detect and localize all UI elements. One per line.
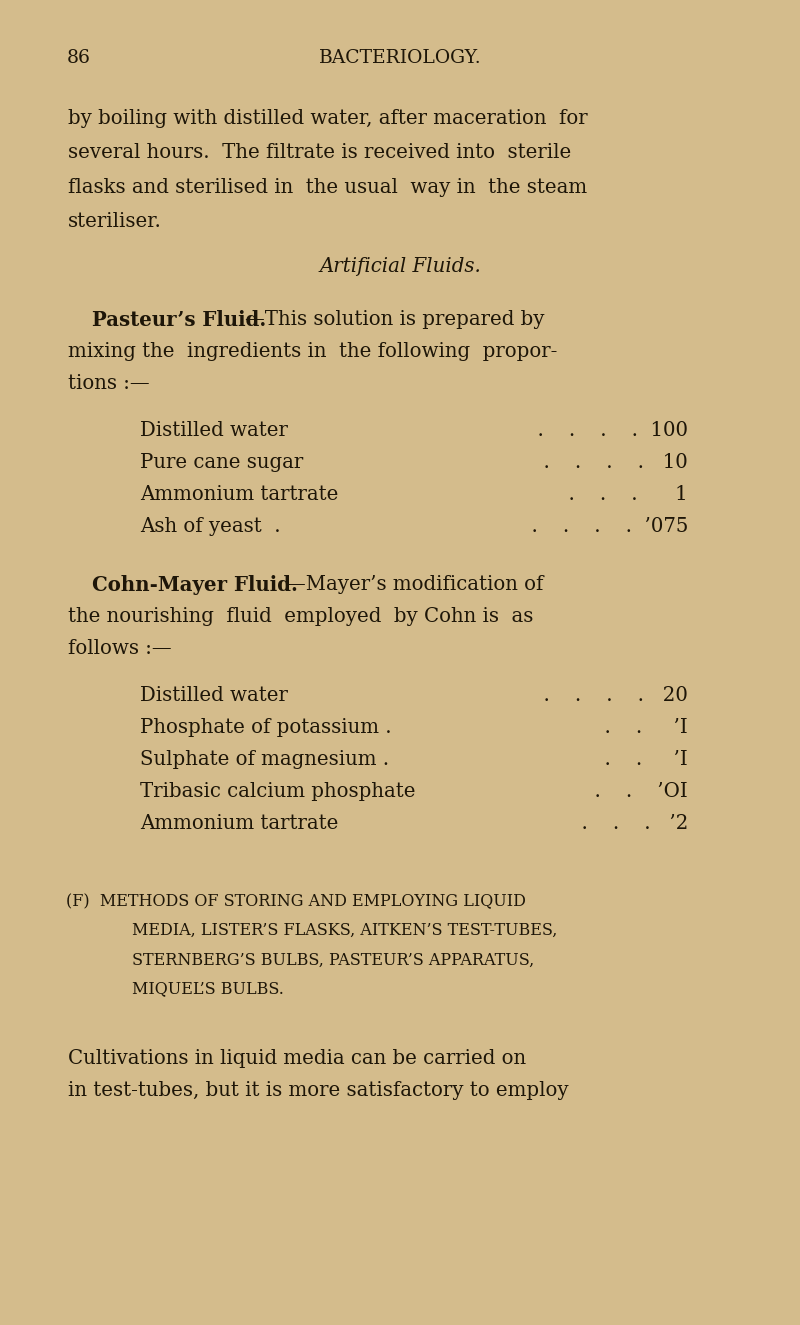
- Text: MEDIA, LISTER’S FLASKS, AITKEN’S TEST-TUBES,: MEDIA, LISTER’S FLASKS, AITKEN’S TEST-TU…: [132, 922, 558, 939]
- Text: Pasteur’s Fluid.: Pasteur’s Fluid.: [92, 310, 266, 330]
- Text: follows :—: follows :—: [68, 639, 172, 657]
- Text: Sulphate of magnesium .: Sulphate of magnesium .: [140, 750, 389, 768]
- Text: .    .    .    .   10: . . . . 10: [531, 453, 688, 472]
- Text: .    .     ’I: . . ’I: [592, 718, 688, 737]
- Text: in test-tubes, but it is more satisfactory to employ: in test-tubes, but it is more satisfacto…: [68, 1081, 569, 1100]
- Text: Ammonium tartrate: Ammonium tartrate: [140, 814, 338, 832]
- Text: Distilled water: Distilled water: [140, 421, 288, 440]
- Text: several hours.  The filtrate is received into  sterile: several hours. The filtrate is received …: [68, 143, 571, 162]
- Text: Phosphate of potassium .: Phosphate of potassium .: [140, 718, 392, 737]
- Text: Cultivations in liquid media can be carried on: Cultivations in liquid media can be carr…: [68, 1049, 526, 1068]
- Text: 86: 86: [66, 49, 90, 68]
- Text: Pure cane sugar: Pure cane sugar: [140, 453, 303, 472]
- Text: .    .    .   ’2: . . . ’2: [569, 814, 688, 832]
- Text: steriliser.: steriliser.: [68, 212, 162, 231]
- Text: .    .    .    .  100: . . . . 100: [525, 421, 688, 440]
- Text: the nourishing  fluid  employed  by Cohn is  as: the nourishing fluid employed by Cohn is…: [68, 607, 534, 625]
- Text: flasks and sterilised in  the usual  way in  the steam: flasks and sterilised in the usual way i…: [68, 178, 587, 196]
- Text: STERNBERG’S BULBS, PASTEUR’S APPARATUS,: STERNBERG’S BULBS, PASTEUR’S APPARATUS,: [132, 951, 534, 969]
- Text: tions :—: tions :—: [68, 374, 150, 392]
- Text: Distilled water: Distilled water: [140, 686, 288, 705]
- Text: Cohn-Mayer Fluid.: Cohn-Mayer Fluid.: [92, 575, 298, 595]
- Text: —Mayer’s modification of: —Mayer’s modification of: [286, 575, 544, 594]
- Text: Tribasic calcium phosphate: Tribasic calcium phosphate: [140, 782, 415, 800]
- Text: .    .    .    .  ’075: . . . . ’075: [518, 517, 688, 535]
- Text: MIQUEL’S BULBS.: MIQUEL’S BULBS.: [132, 980, 284, 998]
- Text: .    .     ’I: . . ’I: [592, 750, 688, 768]
- Text: .    .    .    .   20: . . . . 20: [531, 686, 688, 705]
- Text: Ammonium tartrate: Ammonium tartrate: [140, 485, 338, 504]
- Text: .    .    ’OI: . . ’OI: [582, 782, 688, 800]
- Text: Ash of yeast  .: Ash of yeast .: [140, 517, 281, 535]
- Text: mixing the  ingredients in  the following  propor-: mixing the ingredients in the following …: [68, 342, 558, 360]
- Text: by boiling with distilled water, after maceration  for: by boiling with distilled water, after m…: [68, 109, 588, 127]
- Text: Artificial Fluids.: Artificial Fluids.: [319, 257, 481, 276]
- Text: BACTERIOLOGY.: BACTERIOLOGY.: [318, 49, 482, 68]
- Text: (F)  METHODS OF STORING AND EMPLOYING LIQUID: (F) METHODS OF STORING AND EMPLOYING LIQ…: [66, 893, 526, 910]
- Text: —This solution is prepared by: —This solution is prepared by: [245, 310, 544, 329]
- Text: .    .    .      1: . . . 1: [556, 485, 688, 504]
